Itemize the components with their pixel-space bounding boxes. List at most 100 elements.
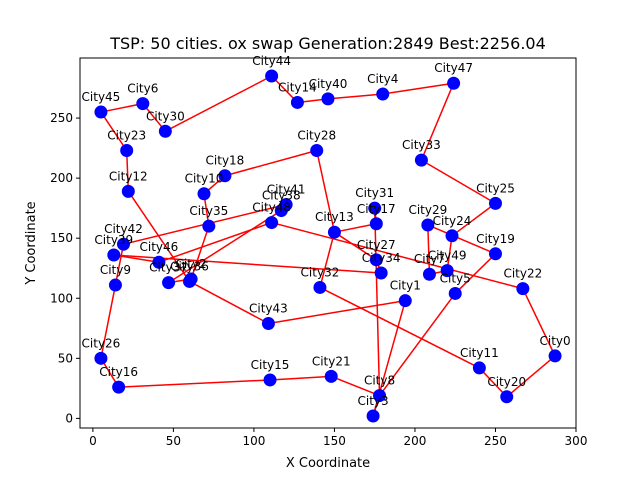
city-label: City25 [476,181,515,195]
city-label: City24 [433,214,472,228]
route-segment [319,286,480,369]
city-label: City11 [460,346,499,360]
route-segment [269,375,332,381]
route-segment [189,280,269,325]
route-segment [506,355,556,398]
route-segment [190,225,210,280]
city-point [116,237,130,251]
city-label: City12 [109,169,148,183]
city-label: City45 [82,90,121,104]
city-point [94,105,108,119]
route-segment [100,102,143,113]
city-label: City29 [408,203,447,217]
city-point [398,294,412,308]
city-label: City7 [414,252,445,266]
x-tick-label: 0 [89,434,97,448]
route-segment [522,288,556,357]
x-tick-label: 50 [166,434,181,448]
city-label: City34 [362,251,401,265]
city-label: City4 [367,72,398,86]
route-segment [478,367,508,398]
x-tick-label: 150 [323,434,346,448]
x-axis-label: X Coordinate [286,456,370,471]
city-label: City10 [185,172,224,186]
route-segment [319,231,336,288]
city-point [107,248,121,262]
city-point [366,409,380,423]
city-point [445,229,459,243]
city-point [368,201,382,215]
city-point [488,247,502,261]
y-tick-label: 100 [50,291,73,305]
city-point [500,390,514,404]
route-segment [427,224,431,275]
city-point [422,267,436,281]
route-segment [327,93,383,100]
city-point [218,169,232,183]
route-segment [420,82,455,161]
route-segment [158,221,272,263]
city-label: City23 [107,129,146,143]
city-label: City35 [189,204,228,218]
route-segment [271,221,524,290]
city-point [120,144,134,157]
city-label: City20 [487,375,526,389]
city-label: City3 [358,394,389,408]
city-label: City42 [104,222,143,236]
city-point [265,216,279,230]
y-axis: 0 50 100 150 200 250 [50,111,80,425]
city-label: City5 [440,271,471,285]
city-label: City44 [252,54,291,68]
city-label: City43 [249,301,288,315]
city-label: City37 [149,261,188,275]
route-segment [268,299,406,325]
city-point [197,187,211,201]
city-point [121,184,135,198]
route-segment [118,379,271,388]
city-point [374,266,388,280]
city-point [488,196,502,210]
y-tick-label: 200 [50,171,73,185]
city-label: City9 [100,263,131,277]
city-point [321,92,335,106]
city-label: City48 [252,201,291,215]
city-label: City13 [315,210,354,224]
y-axis-label: Y Coordinate [24,201,39,285]
city-label: City27 [357,238,396,252]
city-label: City16 [99,365,138,379]
city-label: City17 [357,202,396,216]
route-segment [114,244,125,286]
city-label: City40 [309,77,348,91]
city-label: City46 [140,240,179,254]
city-label: City36 [170,259,209,273]
city-label: City33 [402,138,441,152]
route-segment [330,375,380,397]
city-label: City47 [434,61,473,75]
x-tick-label: 300 [565,434,588,448]
axes-frame [79,57,577,429]
city-point [136,97,150,111]
route-segment [334,223,377,233]
plot-area: City0 City1 City2 City3 City4 City5 City6 City7… [79,54,577,429]
route-segment [382,82,454,95]
city-label-layer: City0 City1 City2 City3 City4 City5 City6 City7… [82,54,571,408]
city-point [440,264,454,278]
city-point [516,282,530,296]
x-tick-label: 100 [242,434,265,448]
city-point [327,225,341,239]
city-label: City31 [355,186,394,200]
city-point [421,218,435,232]
y-tick-label: 50 [58,351,73,365]
city-label: City21 [312,354,351,368]
x-tick-label: 250 [484,434,507,448]
route-segment [125,150,130,192]
route-segment [100,111,128,151]
y-tick-label: 0 [65,411,73,425]
route-segment [113,254,160,263]
city-point [472,361,486,375]
route-segment [378,293,456,397]
city-label: City0 [539,334,570,348]
city-label: City18 [206,154,245,168]
route-segment [165,75,272,132]
city-point [263,373,277,387]
